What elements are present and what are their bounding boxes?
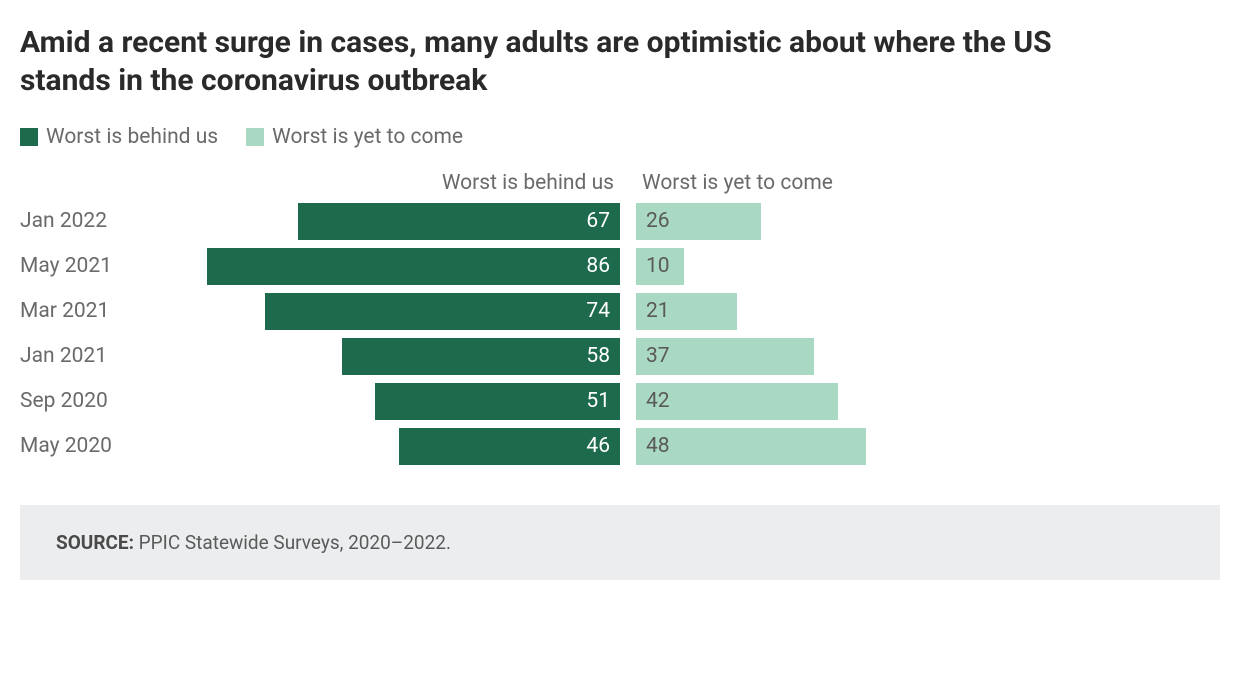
source-text: PPIC Statewide Surveys, 2020–2022. — [134, 531, 451, 554]
chart-title: Amid a recent surge in cases, many adult… — [20, 24, 1120, 101]
legend: Worst is behind us Worst is yet to come — [20, 125, 1220, 149]
bar-series1: 51 — [375, 383, 620, 420]
bar-series2: 37 — [636, 338, 814, 375]
category-label: Mar 2021 — [20, 299, 140, 323]
legend-item-series1: Worst is behind us — [20, 125, 218, 149]
bar-left-wrap: 86 — [140, 248, 620, 285]
legend-label-series1: Worst is behind us — [46, 125, 218, 149]
bar-series1: 58 — [342, 338, 620, 375]
chart-row: Mar 2021 74 21 — [20, 289, 1220, 334]
category-label: Jan 2021 — [20, 344, 140, 368]
bar-series1: 46 — [399, 428, 620, 465]
bar-series2: 10 — [636, 248, 684, 285]
chart-row: May 2021 86 10 — [20, 244, 1220, 289]
category-label: Jan 2022 — [20, 209, 140, 233]
legend-swatch-series2 — [246, 128, 264, 146]
column-headers: Worst is behind us Worst is yet to come — [20, 171, 1220, 195]
chart-row: May 2020 46 48 — [20, 424, 1220, 469]
bar-series1: 86 — [207, 248, 620, 285]
bar-right-wrap: 37 — [636, 338, 1116, 375]
bar-right-wrap: 42 — [636, 383, 1116, 420]
diverging-bar-chart: Worst is behind us Worst is yet to come … — [20, 171, 1220, 469]
legend-swatch-series1 — [20, 128, 38, 146]
bar-right-wrap: 26 — [636, 203, 1116, 240]
source-label: SOURCE: — [56, 531, 134, 554]
bar-series2: 48 — [636, 428, 866, 465]
bar-left-wrap: 51 — [140, 383, 620, 420]
category-label: May 2021 — [20, 254, 140, 278]
bar-series2: 21 — [636, 293, 737, 330]
bar-left-wrap: 46 — [140, 428, 620, 465]
bar-series1: 74 — [265, 293, 620, 330]
chart-row: Jan 2021 58 37 — [20, 334, 1220, 379]
bar-left-wrap: 58 — [140, 338, 620, 375]
bar-series2: 26 — [636, 203, 761, 240]
bar-series2: 42 — [636, 383, 838, 420]
header-right: Worst is yet to come — [642, 171, 833, 195]
chart-row: Sep 2020 51 42 — [20, 379, 1220, 424]
legend-item-series2: Worst is yet to come — [246, 125, 463, 149]
category-label: May 2020 — [20, 434, 140, 458]
bar-right-wrap: 48 — [636, 428, 1116, 465]
chart-row: Jan 2022 67 26 — [20, 199, 1220, 244]
header-left: Worst is behind us — [442, 171, 614, 195]
category-label: Sep 2020 — [20, 389, 140, 413]
chart-rows: Jan 2022 67 26 May 2021 86 10 Mar 2021 74 21 Jan … — [20, 199, 1220, 469]
source-box: SOURCE: PPIC Statewide Surveys, 2020–202… — [20, 505, 1220, 580]
bar-right-wrap: 10 — [636, 248, 1116, 285]
legend-label-series2: Worst is yet to come — [272, 125, 463, 149]
bar-right-wrap: 21 — [636, 293, 1116, 330]
bar-left-wrap: 67 — [140, 203, 620, 240]
bar-series1: 67 — [298, 203, 620, 240]
bar-left-wrap: 74 — [140, 293, 620, 330]
